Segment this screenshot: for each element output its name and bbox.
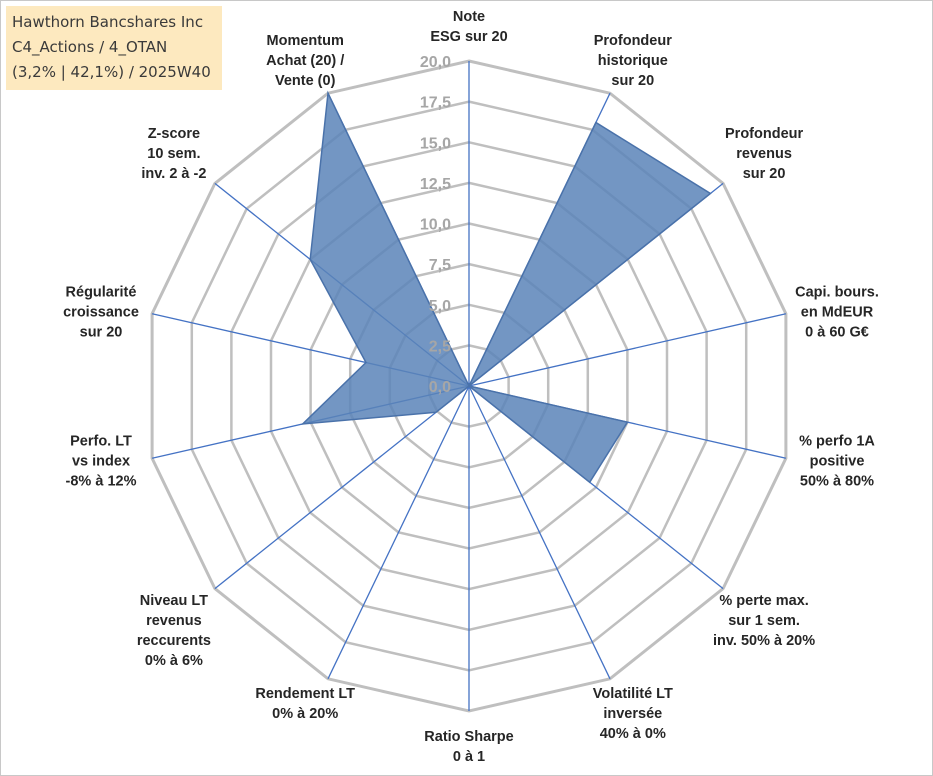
axis-spoke bbox=[214, 385, 470, 590]
data-point bbox=[435, 411, 437, 413]
axis-label: Z-score 10 sem. inv. 2 à -2 bbox=[141, 126, 206, 182]
company-name: Hawthorn Bancshares Inc bbox=[12, 13, 204, 31]
axis-label: Perfo. LT vs index -8% à 12% bbox=[66, 434, 137, 490]
axis-label: % perfo 1A positive 50% à 80% bbox=[799, 434, 875, 490]
axis-label: Momentum Achat (20) / Vente (0) bbox=[266, 33, 344, 89]
axis-label: Régularité croissance sur 20 bbox=[63, 285, 139, 341]
tick-label: 12,5 bbox=[420, 176, 451, 193]
axis-spoke bbox=[468, 385, 611, 680]
axis-labels: Note ESG sur 20 Profondeur historique sur 20… bbox=[63, 9, 879, 765]
data-point bbox=[365, 362, 367, 363]
tick-label: 5,0 bbox=[429, 298, 451, 315]
axis-label: Ratio Sharpe 0 à 1 bbox=[424, 729, 513, 765]
data-point bbox=[302, 423, 304, 425]
axis-label: Niveau LT revenus reccurents 0% à 6% bbox=[137, 593, 211, 669]
data-point bbox=[626, 421, 628, 423]
radial-tick-labels: 0,0 2,5 5,0 7,5 10,0 12,5 15,0 17,5 20,0 bbox=[420, 54, 451, 396]
axis-spoke bbox=[327, 385, 470, 680]
axis-label: Volatilité LT inversée 40% à 0% bbox=[593, 686, 673, 742]
tick-label: 0,0 bbox=[429, 379, 451, 396]
data-point bbox=[327, 92, 329, 94]
axis-label: Profondeur historique sur 20 bbox=[594, 33, 672, 89]
tick-label: 15,0 bbox=[420, 135, 451, 152]
axis-label: Note ESG sur 20 bbox=[430, 9, 507, 45]
axis-spoke bbox=[468, 313, 787, 387]
title-box: Hawthorn Bancshares Inc C4_Actions / 4_O… bbox=[6, 6, 222, 90]
tick-label: 2,5 bbox=[429, 338, 451, 355]
data-point bbox=[709, 193, 711, 194]
tick-label: 7,5 bbox=[429, 257, 451, 274]
data-point bbox=[468, 385, 470, 387]
data-point bbox=[595, 122, 597, 123]
axis-label: Capi. bours. en MdEUR 0 à 60 G€ bbox=[795, 285, 879, 341]
axis-label: % perte max. sur 1 sem. inv. 50% à 20% bbox=[713, 593, 815, 649]
axis-label: Profondeur revenus sur 20 bbox=[725, 126, 803, 182]
category-label: C4_Actions / 4_OTAN bbox=[12, 38, 168, 56]
tick-label: 20,0 bbox=[420, 54, 451, 71]
data-point bbox=[589, 481, 591, 483]
axis-label: Rendement LT 0% à 20% bbox=[255, 686, 355, 722]
period-label: (3,2% | 42,1%) / 2025W40 bbox=[12, 63, 211, 81]
tick-label: 10,0 bbox=[420, 217, 451, 234]
data-point bbox=[309, 258, 311, 260]
data-series bbox=[300, 90, 712, 484]
tick-label: 17,5 bbox=[420, 95, 451, 112]
